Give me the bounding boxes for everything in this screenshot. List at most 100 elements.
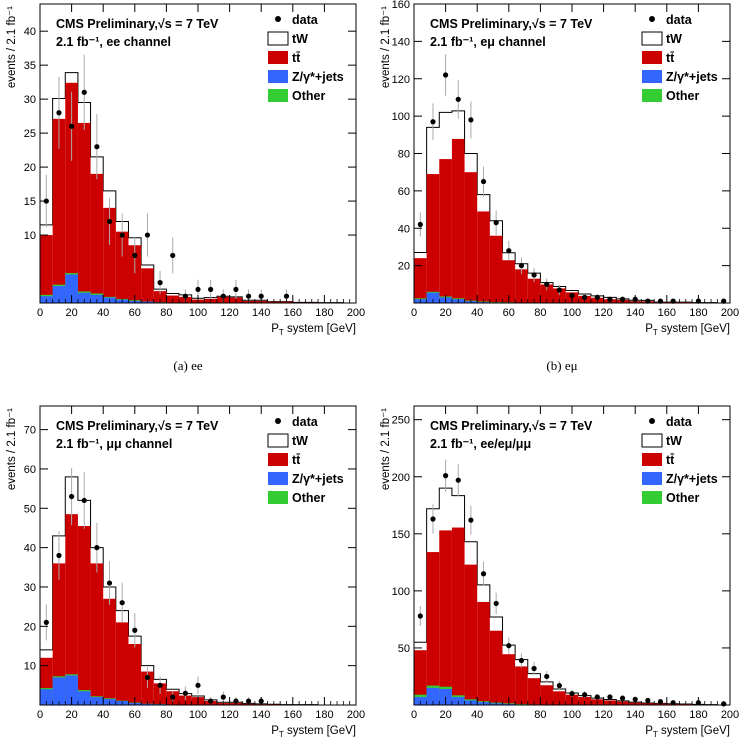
legend-swatch	[642, 70, 662, 83]
data-point	[69, 493, 75, 500]
y-tick-label: 70	[24, 425, 36, 437]
legend-swatch	[268, 453, 288, 466]
chart-title: CMS Preliminary,√s = 7 TeV	[56, 419, 219, 433]
data-point	[283, 293, 290, 299]
x-tick-label: 60	[503, 709, 515, 721]
chart-panel-mumu: 0 20 40 60 80 100 120 140 160 180 200 10 20 30 40 50 60 7…	[0, 402, 374, 746]
x-tick-label: 80	[534, 709, 546, 721]
bar-tt	[128, 245, 142, 303]
legend-swatch	[641, 433, 663, 448]
bar-tt	[439, 159, 452, 303]
legend-label: tW	[666, 434, 682, 448]
y-tick-label: 60	[24, 464, 36, 476]
x-axis-label: PT system [GeV]	[645, 725, 730, 739]
x-tick-label: 0	[37, 307, 43, 319]
data-point	[69, 123, 75, 129]
x-tick-label: 80	[160, 307, 172, 319]
y-tick-label: 60	[398, 186, 410, 198]
legend-label: tW	[292, 32, 308, 46]
y-tick-label: 200	[392, 472, 410, 484]
x-tick-label: 140	[626, 307, 644, 319]
legend-swatch	[268, 89, 288, 102]
data-point	[417, 613, 423, 619]
data-point	[144, 232, 151, 238]
data-point	[132, 252, 138, 259]
data-point	[81, 497, 87, 504]
x-tick-label: 160	[284, 307, 302, 319]
bar-tt	[451, 527, 465, 705]
bar-tt	[179, 695, 192, 705]
bar-tt	[515, 666, 528, 705]
legend-swatch	[642, 453, 662, 466]
legend-swatch	[642, 51, 662, 64]
x-tick-label: 100	[189, 307, 207, 319]
y-tick-label: 100	[392, 586, 410, 598]
data-point	[195, 682, 201, 688]
bar-tt	[477, 211, 490, 303]
data-point	[493, 220, 499, 226]
x-tick-label: 120	[220, 709, 238, 721]
y-axis-label: events / 2.1 fb⁻¹	[380, 6, 392, 88]
x-tick-label: 20	[65, 307, 77, 319]
data-point	[506, 643, 512, 649]
y-axis-label: events / 2.1 fb⁻¹	[6, 6, 18, 88]
bar-tt	[52, 563, 66, 705]
bar-zjets	[77, 691, 91, 705]
legend-label: Other	[666, 89, 699, 103]
bar-zjets	[40, 689, 53, 705]
data-point	[56, 110, 62, 116]
y-tick-label: 250	[392, 415, 410, 427]
bar-tt	[527, 278, 541, 303]
data-point	[493, 600, 499, 607]
data-point	[518, 657, 525, 664]
y-tick-label: 40	[24, 26, 36, 38]
y-tick-label: 25	[24, 128, 36, 140]
bar-zjets	[77, 292, 91, 303]
x-tick-label: 180	[315, 709, 333, 721]
y-tick-label: 140	[392, 36, 410, 48]
bar-tt	[115, 231, 129, 303]
data-point	[182, 293, 188, 299]
y-tick-label: 100	[392, 111, 410, 123]
y-tick-label: 120	[392, 74, 410, 86]
bar-tt	[426, 174, 440, 303]
data-point	[594, 694, 600, 700]
chart-subtitle: 2.1 fb⁻¹, μμ channel	[56, 437, 172, 451]
data-point	[430, 119, 436, 125]
bar-tt	[426, 552, 440, 705]
y-tick-label: 30	[24, 582, 36, 594]
x-tick-label: 100	[563, 709, 581, 721]
bar-tt	[489, 235, 503, 303]
legend-marker-data	[649, 418, 655, 424]
legend-label: Other	[666, 491, 699, 505]
x-tick-label: 120	[220, 307, 238, 319]
data-point	[245, 293, 252, 299]
x-tick-label: 40	[97, 307, 109, 319]
data-point	[531, 272, 537, 278]
data-point	[455, 477, 461, 483]
data-point	[607, 694, 613, 700]
data-point	[233, 286, 239, 293]
x-tick-label: 60	[129, 709, 141, 721]
legend-swatch	[267, 433, 289, 448]
bar-tt	[65, 514, 78, 705]
legend-label: data	[666, 415, 693, 429]
chart-emu: 0 20 40 60 80 100 120 140 160 180 200 20 40 60 80 100 12…	[380, 0, 739, 337]
data-point	[582, 692, 588, 698]
legend-label: Other	[292, 89, 325, 103]
legend-swatch	[268, 491, 288, 504]
x-tick-label: 140	[252, 307, 270, 319]
chart-mumu: 0 20 40 60 80 100 120 140 160 180 200 10 20 30 40 50 60 7…	[6, 405, 365, 739]
data-point	[468, 517, 474, 523]
bar-zjets	[65, 675, 78, 705]
bar-tt	[502, 654, 516, 705]
legend-label: tW	[292, 434, 308, 448]
data-point	[556, 682, 562, 689]
y-tick-label: 20	[24, 621, 36, 633]
bar-tt	[90, 563, 104, 705]
bar-tt	[464, 172, 478, 303]
x-tick-label: 40	[471, 307, 483, 319]
x-tick-label: 160	[284, 709, 302, 721]
legend-marker-data	[275, 16, 281, 22]
bar-tt	[540, 284, 554, 303]
